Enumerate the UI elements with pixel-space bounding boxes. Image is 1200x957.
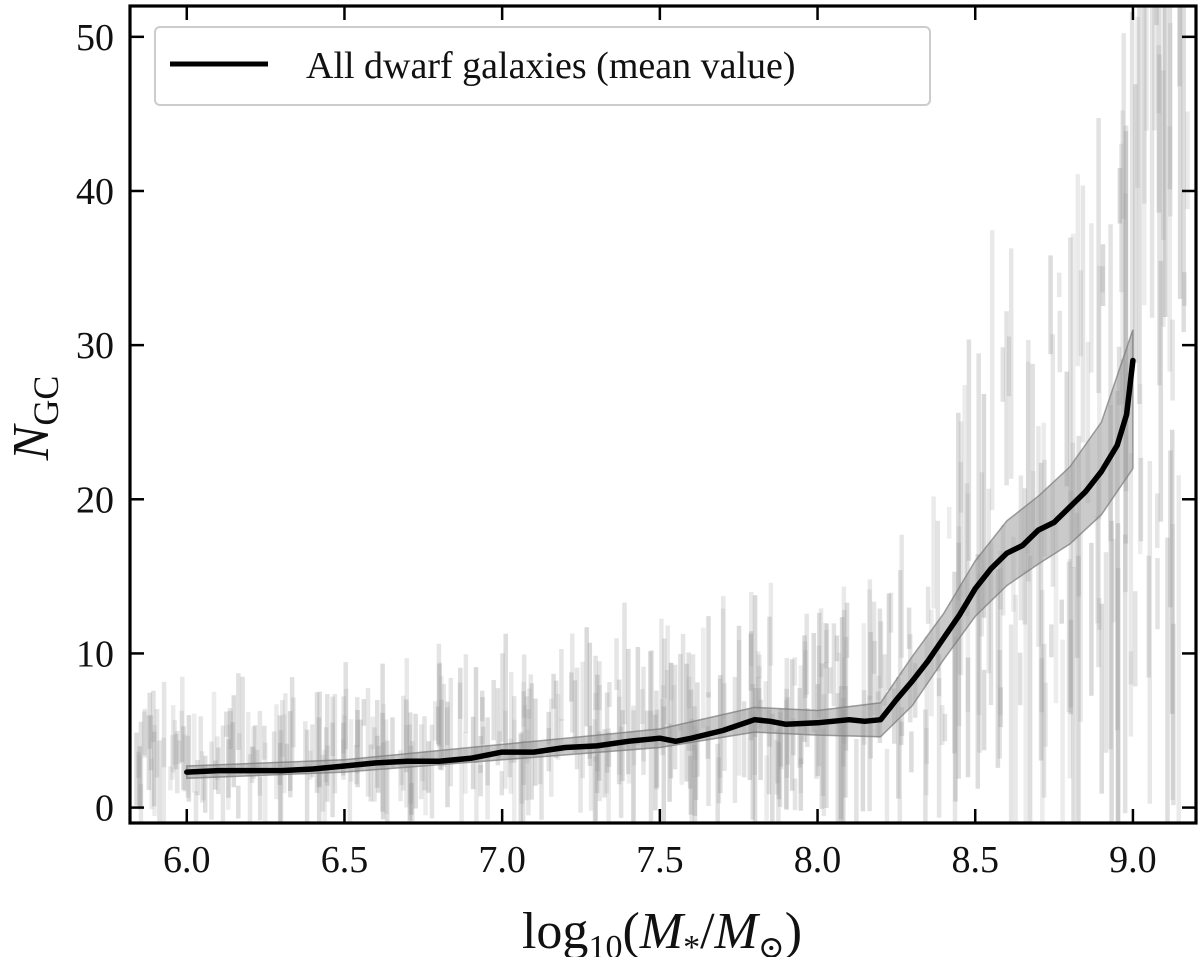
mean-uncertainty-band-layer: [186, 329, 1134, 780]
mean-line-layer: [184, 357, 1136, 775]
x-label-base: log: [522, 903, 588, 957]
legend: All dwarf galaxies (mean value): [154, 26, 931, 106]
x-tick-label: 7.5: [636, 839, 684, 881]
plot-frame: [128, 4, 1198, 825]
x-tick-label: 6.0: [163, 839, 211, 881]
x-label-sub: 10: [588, 929, 622, 957]
x-tick-label: 8.5: [951, 839, 999, 881]
x-axis-label: log10(M*/M⊙): [522, 903, 802, 957]
x-label-open: (: [622, 903, 639, 957]
x-tick-labels: 6.0 6.5 7.0 7.5 8.0 8.5 9.0: [163, 839, 1157, 881]
mean-uncertainty-band: [186, 329, 1134, 780]
x-label-den: M: [714, 903, 761, 957]
mean-line-series: [184, 357, 1136, 775]
tick-marks: [130, 6, 1196, 823]
y-tick-label: 20: [76, 479, 114, 521]
x-tick-label: 6.5: [321, 839, 369, 881]
x-tick-label: 9.0: [1109, 839, 1157, 881]
x-tick-label: 7.0: [478, 839, 526, 881]
y-tick-label: 50: [76, 17, 114, 59]
y-tick-label: 30: [76, 325, 114, 367]
legend-box: [154, 26, 931, 106]
y-axis-label: NGC: [3, 376, 66, 462]
x-label-slash: /: [700, 903, 715, 957]
x-label-num-sub: *: [683, 929, 700, 957]
x-label-close: ): [785, 903, 802, 957]
y-tick-label: 0: [95, 788, 114, 830]
y-tick-label: 10: [76, 633, 114, 675]
legend-label: All dwarf galaxies (mean value): [306, 45, 796, 87]
x-label-den-sub: ⊙: [758, 929, 785, 957]
y-tick-label: 40: [76, 171, 114, 213]
x-label-num: M: [639, 903, 686, 957]
y-label-sub: GC: [26, 376, 66, 426]
y-tick-labels: 0 10 20 30 40 50: [76, 17, 114, 830]
x-tick-label: 8.0: [794, 839, 842, 881]
y-label-base: N: [3, 422, 60, 461]
